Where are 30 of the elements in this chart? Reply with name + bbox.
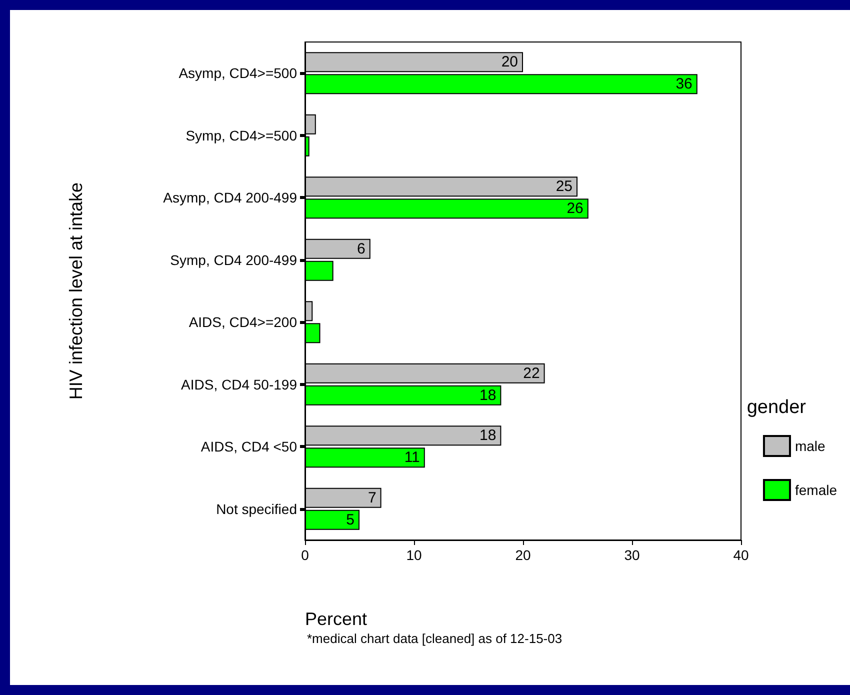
x-tick-label: 10 <box>406 547 422 563</box>
data-label: 7 <box>368 489 376 506</box>
y-tick-label: AIDS, CD4>=200 <box>188 314 298 330</box>
y-tick-label: Not specified <box>216 500 297 517</box>
x-tick-label: 40 <box>733 547 749 563</box>
x-tick-label: 0 <box>301 547 310 563</box>
data-label: 5 <box>346 511 354 528</box>
data-label: 11 <box>404 449 420 466</box>
x-axis-title: Percent <box>305 609 368 629</box>
data-label: 22 <box>523 364 540 382</box>
data-label: 18 <box>480 386 496 404</box>
data-label: 18 <box>480 427 496 444</box>
data-label: 6 <box>357 240 366 258</box>
x-tick-label: 30 <box>624 547 640 563</box>
legend-title: gender <box>746 397 807 418</box>
data-label: 26 <box>566 200 584 218</box>
data-label: 36 <box>676 76 692 93</box>
y-tick-label: AIDS, CD4 50-199 <box>181 376 298 392</box>
y-tick-label: Asymp, CD4 200-499 <box>163 190 298 206</box>
legend-label: male <box>794 438 826 454</box>
y-tick-label: Symp, CD4>=500 <box>186 127 298 144</box>
legend-label: female <box>794 482 838 498</box>
y-tick-label: Symp, CD4 200-499 <box>170 252 298 268</box>
text: *medical chart data [cleaned] as of 12-15-03 <box>307 631 562 646</box>
data-label: 25 <box>556 178 572 196</box>
x-tick-label: 20 <box>515 547 531 563</box>
y-tick-label: Asymp, CD4>=500 <box>178 65 298 82</box>
data-label: 20 <box>501 54 518 71</box>
y-axis-title: HIV infection level at intake <box>66 182 86 400</box>
y-tick-label: AIDS, CD4 <50 <box>200 438 298 455</box>
